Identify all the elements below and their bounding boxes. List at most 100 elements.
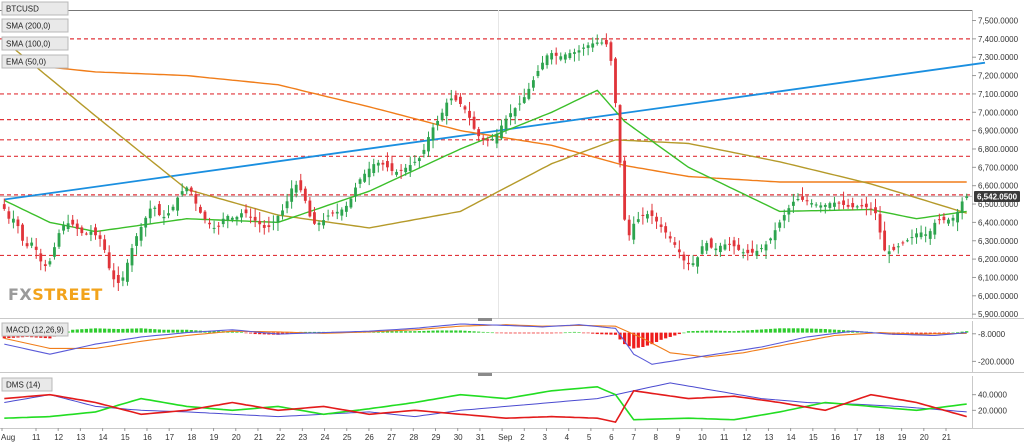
candle-body bbox=[340, 209, 344, 216]
candle-body bbox=[627, 219, 631, 236]
price-panel: 7,500.0000 7,400.0000 7,300.0000 7,200.0000… bbox=[0, 1, 1024, 319]
candle-body bbox=[892, 246, 896, 250]
macd-histogram-bar bbox=[581, 332, 586, 334]
candle-body bbox=[741, 252, 745, 254]
candle-body bbox=[965, 196, 969, 199]
x-tick-label: 15 bbox=[809, 433, 818, 442]
candle-body bbox=[860, 205, 864, 207]
macd-histogram-bar bbox=[422, 330, 426, 333]
macd-histogram-bar bbox=[841, 330, 846, 333]
candle-body bbox=[290, 188, 294, 202]
candle-body bbox=[573, 52, 576, 54]
macd-histogram-bar bbox=[189, 330, 193, 333]
macd-histogram-bar bbox=[591, 332, 595, 334]
candle-body bbox=[477, 129, 481, 137]
macd-histogram-bar bbox=[645, 332, 650, 346]
macd-histogram-bar bbox=[828, 329, 832, 333]
candle-body bbox=[262, 225, 266, 228]
candle-body bbox=[687, 262, 690, 265]
candle-body bbox=[869, 208, 873, 210]
candle-body bbox=[153, 207, 157, 209]
symbol-legend[interactable]: BTCUSD bbox=[1, 1, 69, 16]
macd-histogram-bar bbox=[381, 331, 385, 333]
candle-body bbox=[531, 80, 535, 88]
macd-histogram-bar bbox=[951, 332, 955, 334]
x-tick-label: 11 bbox=[720, 433, 729, 442]
candle-body bbox=[481, 137, 485, 140]
macd-histogram-bar bbox=[527, 332, 531, 334]
candle-body bbox=[84, 233, 88, 235]
panel-divider-1[interactable] bbox=[478, 318, 492, 321]
candle-body bbox=[837, 202, 841, 204]
macd-histogram-bar bbox=[914, 332, 919, 335]
macd-histogram-bar bbox=[385, 331, 390, 333]
candle-body bbox=[956, 211, 960, 223]
macd-histogram-bar bbox=[764, 329, 768, 333]
macd-histogram-bar bbox=[636, 332, 640, 348]
macd-histogram-bar bbox=[778, 328, 782, 333]
macd-histogram-bar bbox=[103, 328, 107, 333]
macd-histogram-bar bbox=[691, 331, 695, 333]
macd-histogram-bar bbox=[230, 331, 234, 333]
candle-body bbox=[116, 274, 120, 283]
candle-body bbox=[641, 214, 645, 216]
sma100-line bbox=[3, 40, 967, 229]
candle-body bbox=[176, 197, 180, 211]
x-tick-label: 21 bbox=[942, 433, 951, 442]
candle-body bbox=[148, 208, 152, 219]
candle-body bbox=[221, 218, 225, 225]
ema50-legend[interactable]: EMA (50,0) bbox=[1, 54, 69, 69]
macd-histogram-bar bbox=[248, 332, 253, 334]
candle-body bbox=[381, 162, 385, 165]
macd-histogram-bar bbox=[522, 332, 526, 334]
x-tick-label: 5 bbox=[587, 433, 592, 442]
macd-histogram-bar bbox=[810, 328, 814, 333]
candle-body bbox=[718, 245, 722, 253]
candle-body bbox=[896, 246, 900, 248]
candle-body bbox=[98, 235, 102, 239]
sma100-legend[interactable]: SMA (100,0) bbox=[1, 36, 69, 51]
x-tick-label: 12 bbox=[54, 433, 63, 442]
candle-body bbox=[463, 106, 467, 110]
x-tick-label: Aug bbox=[1, 433, 15, 442]
candle-body bbox=[632, 223, 636, 240]
candle-body bbox=[53, 247, 56, 257]
candle-body bbox=[933, 222, 937, 235]
x-tick-label: 20 bbox=[920, 433, 929, 442]
candle-body bbox=[413, 161, 417, 163]
candle-body bbox=[454, 95, 458, 101]
candle-body bbox=[887, 251, 891, 255]
macd-histogram-bar bbox=[166, 329, 171, 333]
candle-body bbox=[937, 219, 941, 221]
candle-body bbox=[390, 163, 394, 172]
panel-divider-2[interactable] bbox=[478, 373, 492, 376]
candle-body bbox=[864, 203, 868, 208]
macd-histogram-bar bbox=[823, 329, 827, 333]
macd-histogram-bar bbox=[559, 332, 563, 334]
macd-histogram-bar bbox=[618, 332, 622, 340]
candle-body bbox=[700, 246, 704, 254]
candle-body bbox=[591, 43, 595, 48]
macd-histogram-bar bbox=[413, 331, 417, 333]
dms-legend[interactable]: DMS (14) bbox=[1, 377, 53, 392]
macd-histogram-bar bbox=[93, 328, 98, 333]
candle-body bbox=[906, 240, 909, 242]
candle-body bbox=[595, 42, 599, 44]
macd-histogram-bar bbox=[312, 331, 317, 333]
candle-body bbox=[550, 53, 554, 60]
macd-histogram-bar bbox=[449, 330, 453, 333]
candle-body bbox=[217, 225, 221, 227]
candle-body bbox=[235, 216, 239, 220]
candle-body bbox=[737, 244, 741, 250]
candle-body bbox=[833, 202, 836, 207]
x-tick-label: 19 bbox=[898, 433, 907, 442]
macd-histogram-bar bbox=[805, 328, 809, 333]
x-tick-label: 18 bbox=[187, 433, 196, 442]
x-tick-label: 7 bbox=[631, 433, 636, 442]
sma200-legend[interactable]: SMA (200,0) bbox=[1, 18, 69, 33]
macd-histogram-bar bbox=[960, 331, 964, 333]
macd-legend[interactable]: MACD (12,26,9) bbox=[1, 322, 69, 337]
x-tick-label: 13 bbox=[76, 433, 85, 442]
macd-histogram-bar bbox=[928, 332, 932, 335]
candle-body bbox=[924, 234, 928, 236]
